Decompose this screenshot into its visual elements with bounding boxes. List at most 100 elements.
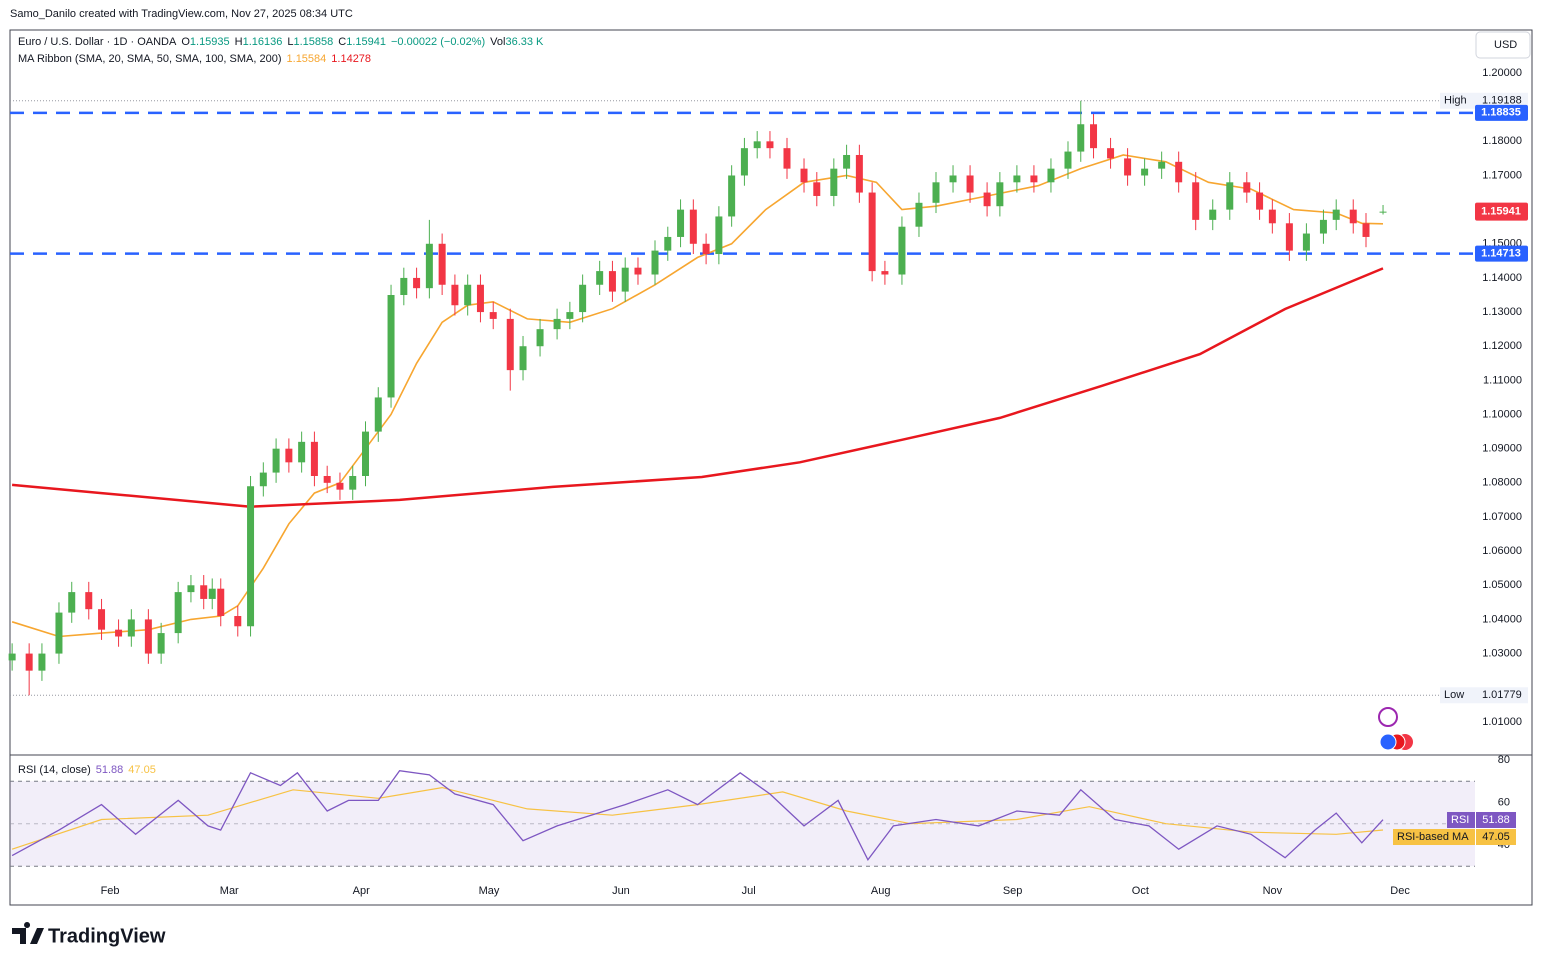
indicator-icons [1378,707,1413,751]
candle-body [115,629,123,637]
candle-body [715,216,723,255]
candle-body [740,148,748,176]
x-tick-label: Jun [612,885,630,897]
chart-frame [9,29,1533,906]
candle-body [1192,182,1200,220]
candle-body [1064,151,1072,169]
brand: TradingView [48,925,166,947]
candle-body [1124,158,1132,176]
field-label: O [181,36,190,48]
candle-body [596,271,604,285]
x-tick-label: May [479,885,500,897]
candle-body [38,653,46,671]
candle-body [8,653,16,661]
rsi-legend: RSI (14, close) 51.88 47.05 [18,764,156,776]
candle-body [68,592,76,613]
candle-body [830,168,838,196]
candle-body [200,585,208,599]
y-tick-label: 1.17000 [1482,169,1522,181]
candle-body [728,175,736,217]
credit: Samo_Danilo created with TradingView.com… [10,8,353,20]
rsi-value-label: 51.88 [1482,814,1510,826]
y-tick-label: 1.18000 [1482,135,1522,147]
candle-body [187,585,195,593]
y-tick-label: 1.09000 [1482,443,1522,455]
x-tick-label: Dec [1390,885,1410,897]
candle-body [144,619,152,654]
candle-body [85,592,93,610]
candle-body [898,226,906,275]
candle-body [813,182,821,196]
high-label-box [1440,92,1528,109]
currency-button[interactable] [1475,31,1531,59]
candle-body [425,243,433,289]
candle-body [247,486,255,627]
change: −0.00022 (−0.02%) [391,36,485,48]
y-tick-label: 1.06000 [1482,545,1522,557]
candle-body [843,154,851,169]
field-value: 1.15941 [346,36,386,48]
candle-body [1256,192,1264,210]
candle-body [25,653,33,671]
candle-body [387,295,395,398]
candle-body [1209,209,1217,220]
y-tick-label: 1.08000 [1482,477,1522,489]
candle-body [413,277,421,289]
logo-mark [12,922,44,944]
low-value: 1.01779 [1482,689,1522,701]
candle-body [949,175,957,183]
logo: TradingView [12,922,166,947]
candle-body [1175,161,1183,183]
candle-body [349,475,357,490]
candle-body [608,271,616,292]
candle-body [855,154,863,193]
y-tick-label: 1.12000 [1482,340,1522,352]
candle-body [310,441,318,476]
candle-body [983,192,991,207]
candle-body [566,312,574,319]
high-label: High [1444,95,1467,107]
icon[interactable] [1379,733,1397,751]
candle-body [1107,148,1115,159]
icon[interactable] [1378,707,1398,727]
candle-body [579,284,587,313]
candle-body [336,482,344,490]
rsi-legend-value: 51.88 [96,764,124,776]
field-label: H [235,36,243,48]
candle-body [915,202,923,227]
legend: Euro / U.S. Dollar · 1D · OANDA O1.15935 H… [18,36,544,48]
low-label: Low [1444,689,1464,701]
candle-body [1285,223,1293,251]
field-label: L [287,36,293,48]
candle-body [451,284,459,306]
currency: USD [1494,39,1517,51]
field-value: 1.15935 [190,36,230,48]
candle-body [1226,182,1234,210]
candle-body [1243,182,1251,193]
high-value: 1.19188 [1482,95,1522,107]
candle-body [1013,175,1021,183]
candle-body [766,141,774,149]
y-tick-label: 1.04000 [1482,613,1522,625]
level-label-box [1475,104,1528,121]
volume-label: Vol [490,36,505,48]
x-tick-label: Apr [353,885,370,897]
candle-body [868,192,876,272]
rsi-line [11,770,1384,862]
candle-body [536,329,544,347]
candle-body [234,616,242,627]
candle-body [664,236,672,251]
candle-body [298,441,306,463]
candle-body [464,284,472,306]
rsi-title: RSI (14, close) [18,764,91,776]
ma-value: 1.15584 [287,53,327,65]
candle-body [1047,168,1055,183]
candle-body [476,284,484,313]
candle-body [259,472,267,487]
volume: 36.33 K [505,36,544,48]
candle-body [323,475,331,483]
candle-body [800,168,808,183]
y-tick-label: 1.20000 [1482,67,1522,79]
candle-body [217,588,225,617]
